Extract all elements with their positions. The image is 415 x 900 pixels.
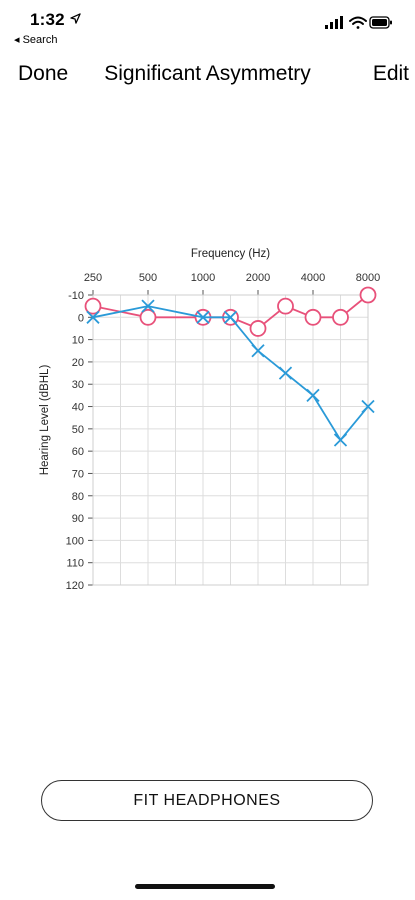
data-point-circle [277, 297, 294, 315]
home-indicator [135, 884, 275, 889]
chart-title: Frequency (Hz) [191, 248, 270, 260]
x-tick-label: 1000 [191, 272, 215, 284]
y-axis-label: Hearing Level (dBHL) [39, 365, 51, 476]
y-tick-label: 40 [72, 402, 84, 414]
x-tick-label: 2000 [246, 272, 270, 284]
y-tick-label: 80 [72, 491, 84, 503]
audiogram-svg: -10 0 10 20 30 40 50 60 70 80 90 100 110 120 250 500 100… [39, 248, 380, 592]
data-point-circle [304, 308, 322, 326]
data-point-circle [249, 320, 267, 337]
status-bar: 1:32 ◂ Search [0, 0, 415, 48]
data-point-cross [306, 388, 320, 403]
data-point-circle [332, 308, 349, 326]
data-point-circle [359, 286, 377, 304]
wifi-icon [349, 16, 367, 29]
y-tick-label: 120 [66, 580, 84, 592]
y-tick-label: 50 [72, 424, 84, 436]
location-arrow-icon [70, 13, 81, 24]
data-point-cross [223, 310, 238, 324]
cellular-signal-icon [325, 16, 343, 29]
y-tick-label: 70 [72, 468, 84, 480]
data-point-cross [278, 366, 293, 380]
data-point-cross [86, 310, 100, 324]
fit-headphones-button[interactable]: FIT HEADPHONES [41, 780, 373, 821]
x-tick-label: 4000 [301, 272, 325, 284]
y-tick-label: 30 [72, 379, 84, 391]
plot-frame [92, 294, 369, 586]
done-button[interactable]: Done [18, 62, 69, 85]
y-tick-label: 60 [72, 446, 84, 458]
data-point-cross [333, 433, 348, 447]
back-to-search-link[interactable]: ◂ Search [14, 34, 58, 46]
y-tick-label: 110 [66, 558, 84, 570]
x-tick-label: 500 [139, 272, 157, 284]
data-point-cross [361, 399, 375, 414]
y-tick-label: 20 [72, 357, 84, 369]
x-tick-label: 8000 [356, 272, 380, 284]
y-tick-label: -10 [68, 290, 84, 302]
y-tick-label: 10 [72, 335, 84, 347]
data-point-cross [141, 299, 155, 313]
status-icons [325, 16, 392, 29]
page-title: Significant Asymmetry [104, 62, 311, 85]
data-point-circle [84, 297, 102, 315]
y-tick-label: 90 [72, 513, 84, 525]
y-tick-label: 0 [78, 312, 84, 324]
x-tick-label: 250 [84, 272, 102, 284]
data-point-cross [196, 310, 210, 324]
audiogram-chart: -10 0 10 20 30 40 50 60 70 80 90 100 110 120 250 500 100… [0, 230, 415, 610]
y-tick-label: 100 [66, 535, 84, 547]
data-point-circle [139, 308, 157, 326]
navigation-bar: Done Significant Asymmetry Edit [0, 52, 415, 96]
data-point-cross [251, 344, 265, 358]
edit-button[interactable]: Edit [372, 62, 409, 85]
status-time: 1:32 [30, 10, 81, 30]
battery-icon [369, 16, 392, 29]
